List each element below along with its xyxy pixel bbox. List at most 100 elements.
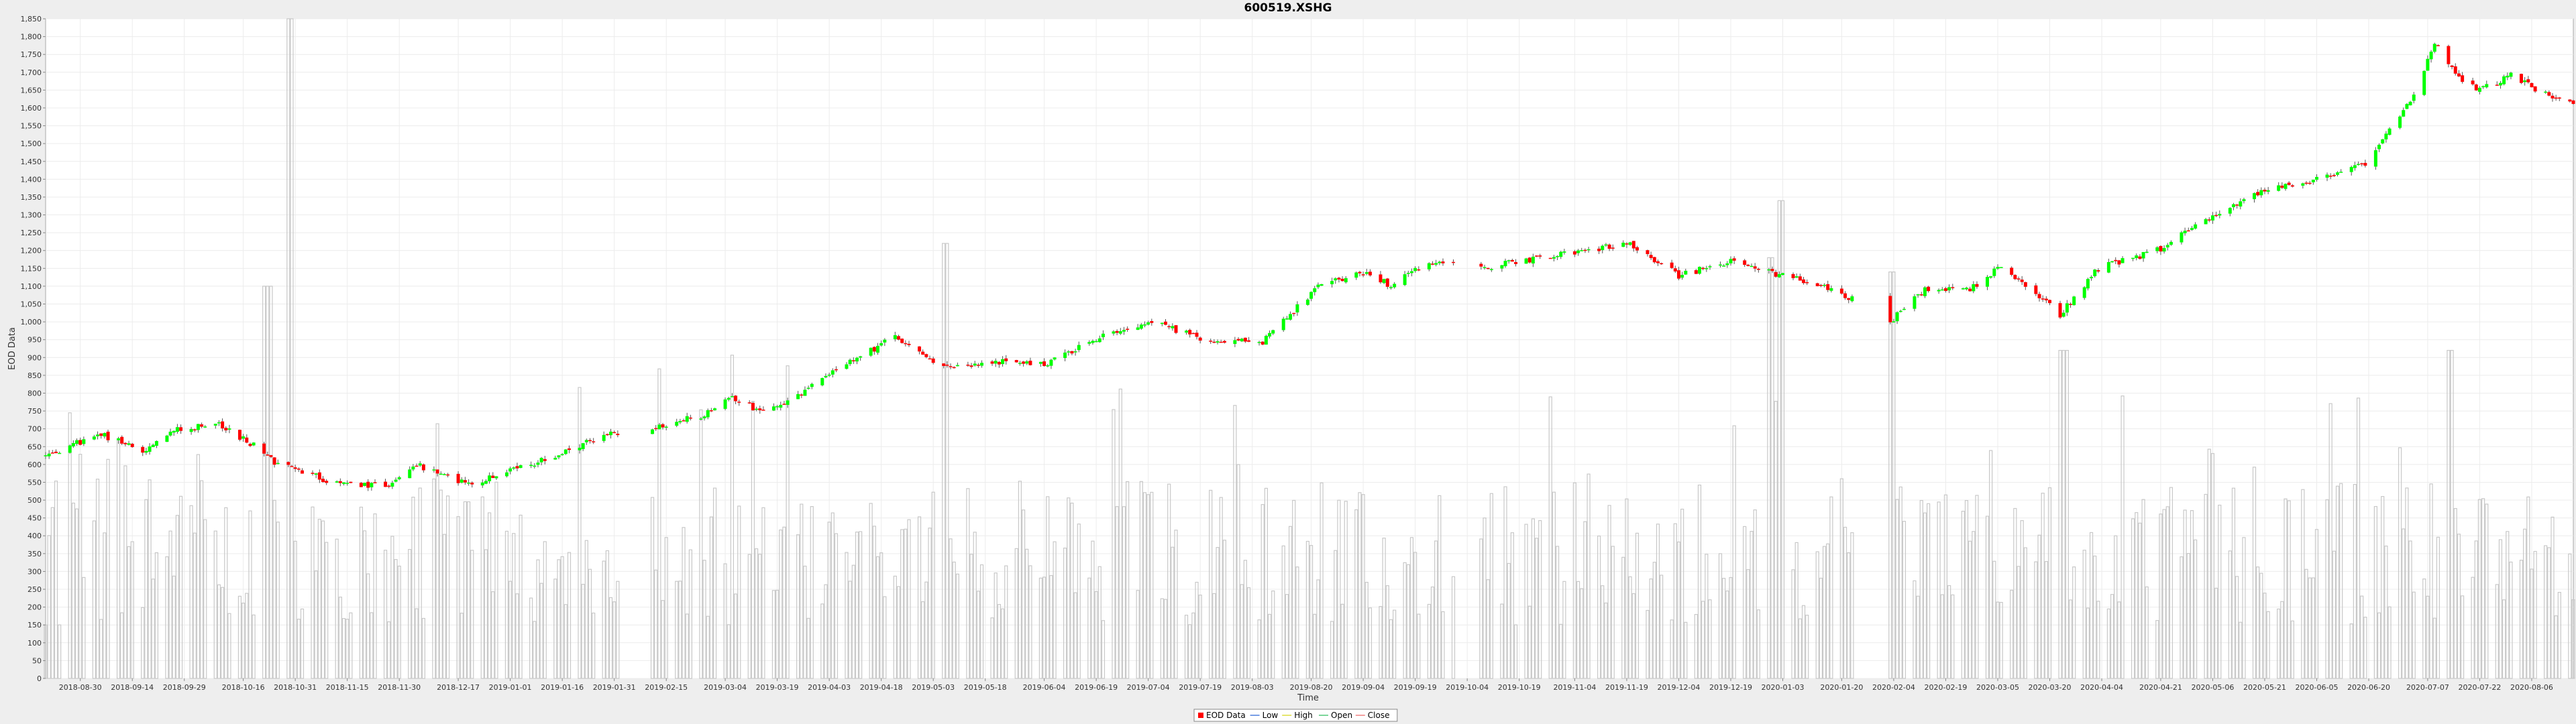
candle-body — [460, 479, 464, 483]
volume-bar — [737, 505, 741, 679]
y-tick-label: 700 — [28, 425, 42, 434]
volume-bar — [203, 519, 207, 679]
candle-body — [879, 343, 883, 346]
volume-bar — [2557, 592, 2561, 679]
volume-bar — [1379, 606, 1383, 679]
candle-body — [2235, 204, 2239, 206]
candle-body — [314, 473, 318, 475]
candle-body — [699, 418, 703, 420]
x-tick-label: 2018-12-17 — [437, 683, 480, 692]
candle-body — [1631, 241, 1635, 249]
candle-body — [1389, 287, 1393, 288]
volume-bar — [2301, 489, 2305, 679]
x-tick-label: 2020-05-21 — [2243, 683, 2286, 692]
volume-bar — [341, 618, 346, 679]
candle-body — [2530, 82, 2534, 88]
candle-body — [918, 346, 922, 352]
candle-body — [851, 360, 855, 361]
candle-body — [1067, 351, 1071, 353]
candle-body — [907, 343, 911, 345]
volume-bar — [1184, 615, 1189, 679]
candle-body — [1101, 333, 1105, 337]
candle-body — [1260, 341, 1265, 345]
candle-body — [2186, 230, 2190, 232]
volume-bar — [2447, 350, 2451, 679]
candle-body — [248, 444, 252, 446]
candle-body — [154, 440, 158, 446]
volume-bar — [2519, 560, 2524, 679]
x-tick-label: 2020-04-04 — [2080, 683, 2123, 692]
volume-bar — [2373, 505, 2377, 679]
volume-bar — [248, 510, 252, 679]
x-tick-label: 2020-07-07 — [2406, 683, 2449, 692]
candle-body — [1985, 277, 1989, 287]
x-tick-label: 2019-09-04 — [1342, 683, 1385, 692]
candle-body — [117, 438, 121, 440]
volume-bar — [359, 506, 363, 679]
volume-bar — [955, 573, 959, 679]
candle-body — [1964, 288, 1968, 290]
candle-body — [1913, 296, 1917, 309]
volume-bar — [2349, 623, 2353, 679]
volume-bar — [1368, 607, 1373, 679]
candle-body — [1364, 272, 1368, 274]
candle-body — [969, 365, 973, 367]
candles — [44, 42, 2575, 491]
volume-bar — [390, 536, 394, 679]
volume-bar — [1680, 508, 1684, 679]
volume-bar — [2093, 555, 2097, 679]
volume-bar — [2509, 561, 2513, 679]
volume-bar — [2061, 350, 2065, 679]
volume-bar — [2034, 561, 2038, 679]
candle-body — [1087, 342, 1091, 344]
volume-bar — [1340, 603, 1344, 679]
x-tick-label: 2020-08-06 — [2510, 683, 2553, 692]
candle-body — [2061, 312, 2065, 317]
volume-bar — [529, 597, 533, 679]
candle-body — [737, 402, 741, 403]
volume-bar — [286, 18, 290, 679]
volume-bar — [415, 608, 419, 679]
volume-bar — [2235, 576, 2239, 679]
candle-body — [2402, 110, 2406, 117]
volume-bar — [1438, 495, 1442, 679]
candle-body — [1535, 255, 1539, 257]
candle-body — [141, 446, 145, 453]
volume-bar — [1937, 501, 1941, 679]
volume-bar — [2571, 599, 2575, 679]
candle-body — [2447, 46, 2451, 64]
candle-body — [904, 343, 908, 345]
candle-body — [560, 454, 564, 455]
candle-body — [227, 428, 231, 430]
candle-body — [286, 462, 290, 465]
volume-bar — [1701, 601, 1705, 679]
candle-body — [952, 367, 956, 369]
candle-body — [193, 429, 197, 431]
candle-body — [1850, 296, 1854, 302]
candle-body — [1989, 276, 1993, 278]
candle-body — [1222, 341, 1226, 343]
volume-bar — [2266, 611, 2270, 679]
volume-bar — [1358, 492, 1362, 679]
candle-body — [335, 481, 339, 483]
volume-bar — [1652, 562, 1656, 679]
candle-body — [2093, 269, 2097, 276]
candle-body — [2110, 261, 2114, 263]
volume-bar — [2259, 572, 2263, 679]
candle-body — [435, 469, 439, 474]
candle-body — [1819, 285, 1823, 286]
candle-body — [1676, 270, 1680, 279]
candle-body — [1514, 261, 1518, 264]
candle-body — [1281, 318, 1285, 330]
volume-bar — [178, 495, 183, 679]
x-tick-label: 2019-01-01 — [489, 683, 532, 692]
candle-body — [1417, 269, 1421, 271]
candle-body — [446, 474, 450, 476]
volume-bar — [2457, 534, 2461, 679]
y-tick-label: 1,150 — [21, 264, 42, 273]
volume-bar — [1694, 613, 1698, 679]
volume-bar — [1708, 599, 1712, 679]
volume-bar — [661, 600, 665, 679]
volume-bar — [519, 514, 523, 679]
volume-bar — [2335, 485, 2340, 679]
